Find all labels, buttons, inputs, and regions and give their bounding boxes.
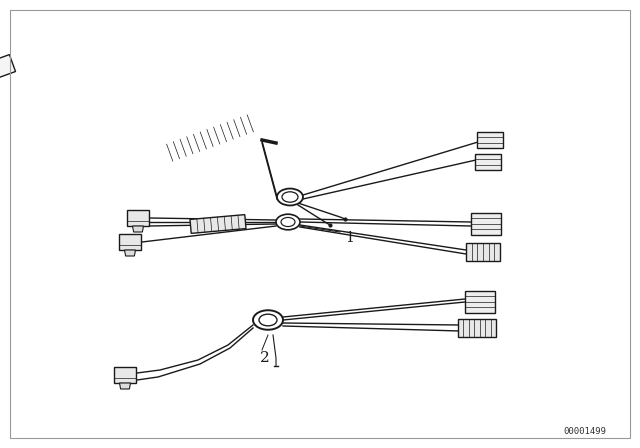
Polygon shape — [132, 226, 143, 232]
Polygon shape — [458, 319, 496, 337]
Polygon shape — [477, 132, 503, 148]
Polygon shape — [120, 383, 131, 389]
Ellipse shape — [276, 214, 300, 230]
Ellipse shape — [277, 189, 303, 206]
Polygon shape — [0, 55, 15, 106]
Text: 00001499: 00001499 — [563, 427, 607, 436]
Ellipse shape — [281, 217, 295, 227]
Polygon shape — [114, 367, 136, 383]
Polygon shape — [471, 213, 501, 235]
Text: 1: 1 — [346, 231, 355, 245]
Polygon shape — [190, 215, 246, 233]
Ellipse shape — [259, 314, 277, 326]
Polygon shape — [475, 154, 501, 170]
Polygon shape — [466, 243, 500, 261]
Polygon shape — [127, 210, 149, 226]
Ellipse shape — [282, 192, 298, 202]
Ellipse shape — [253, 310, 283, 330]
Polygon shape — [465, 291, 495, 313]
Text: 2: 2 — [260, 351, 270, 365]
Polygon shape — [125, 250, 136, 256]
Polygon shape — [119, 234, 141, 250]
